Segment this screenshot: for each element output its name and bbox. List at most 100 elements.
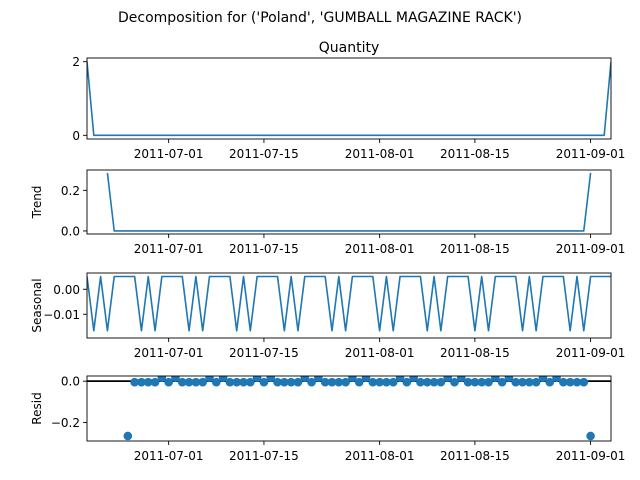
resid-point-16 [232, 377, 242, 387]
resid-point-48 [450, 377, 459, 387]
y-tick-label: 0 [72, 129, 80, 143]
x-tick-label: 2011-07-15 [229, 147, 299, 161]
y-tick-label: 0.00 [53, 283, 80, 297]
x-tick-label: 2011-07-01 [134, 449, 204, 463]
resid-point-22 [273, 377, 282, 387]
resid-point-19 [252, 376, 262, 383]
resid-point-0 [123, 431, 133, 441]
y-tick-label: 0.0 [61, 224, 80, 238]
x-tick-label: 2011-08-15 [440, 346, 510, 360]
x-tick-label: 2011-08-01 [345, 147, 415, 161]
plot-area-seasonal [87, 275, 611, 332]
resid-point-15 [225, 377, 235, 387]
resid-point-12 [205, 376, 214, 383]
resid-point-58 [518, 377, 527, 387]
x-tick-label: 2011-07-15 [229, 346, 299, 360]
resid-point-35 [361, 376, 371, 383]
x-tick-label: 2011-09-01 [556, 346, 626, 360]
resid-point-42 [409, 376, 418, 383]
resid-point-59 [525, 377, 534, 387]
resid-point-66 [572, 377, 582, 387]
resid-point-49 [456, 376, 466, 383]
resid-point-54 [491, 376, 500, 383]
axes-frame-resid [86, 375, 612, 442]
resid-point-23 [280, 377, 289, 387]
panel-title-observed: Quantity [319, 40, 380, 56]
resid-point-3 [143, 377, 153, 387]
resid-point-5 [157, 376, 167, 383]
resid-point-26 [300, 376, 310, 383]
resid-point-18 [246, 377, 255, 387]
resid-point-39 [388, 377, 398, 387]
y-tick-label: 0.2 [61, 184, 80, 198]
resid-point-8 [177, 377, 187, 387]
y-axis-label-trend: Trend [30, 186, 44, 220]
y-axis-label-resid: Resid [30, 392, 44, 424]
x-tick-label: 2011-09-01 [556, 449, 626, 463]
resid-point-28 [314, 376, 323, 383]
resid-point-9 [184, 377, 194, 387]
resid-point-33 [348, 376, 357, 383]
panel-trend: Trend 2011-07-01 2011-07-15 2011-08-01 2011-… [30, 169, 626, 256]
resid-point-37 [375, 377, 384, 387]
plot-area-resid [87, 376, 611, 441]
resid-point-24 [286, 377, 296, 387]
x-tick-label: 2011-09-01 [556, 147, 626, 161]
resid-point-6 [164, 377, 173, 387]
resid-point-47 [443, 376, 452, 383]
resid-point-45 [429, 377, 439, 387]
plot-area-trend [106, 172, 592, 232]
resid-point-38 [382, 377, 391, 387]
x-tick-label: 2011-08-01 [345, 449, 415, 463]
resid-point-7 [171, 376, 180, 383]
panel-resid: Resid 2011-07-01 2011-07-15 2011-08-01 2011-… [30, 375, 626, 463]
series-line-observed [87, 61, 611, 137]
y-axis-label-seasonal: Seasonal [30, 278, 44, 332]
x-tick-label: 2011-07-01 [134, 346, 204, 360]
resid-point-27 [307, 377, 316, 387]
resid-point-61 [538, 376, 548, 383]
resid-point-21 [266, 376, 276, 383]
resid-point-13 [211, 377, 221, 387]
resid-point-64 [559, 377, 568, 387]
resid-point-65 [565, 377, 575, 387]
resid-point-52 [477, 377, 487, 387]
x-tick-label: 2011-08-01 [345, 242, 415, 256]
axes-frame-trend [86, 169, 612, 235]
resid-point-10 [191, 377, 201, 387]
resid-point-43 [416, 377, 425, 387]
x-tick-label: 2011-07-01 [134, 147, 204, 161]
resid-point-25 [293, 377, 303, 387]
x-tick-label: 2011-08-15 [440, 147, 510, 161]
x-tick-label: 2011-07-15 [229, 449, 299, 463]
resid-point-41 [402, 377, 412, 387]
x-tick-label: 2011-08-15 [440, 449, 510, 463]
resid-point-2 [137, 377, 146, 387]
series-line-trend [106, 172, 592, 232]
y-tick-label: −0.01 [43, 308, 80, 322]
resid-point-56 [504, 376, 514, 383]
resid-point-40 [395, 376, 405, 383]
y-tick-label: −0.2 [51, 416, 80, 430]
resid-point-46 [436, 377, 446, 387]
resid-point-31 [334, 377, 344, 387]
resid-point-55 [497, 377, 507, 387]
resid-point-57 [511, 377, 521, 387]
x-tick-label: 2011-08-15 [440, 242, 510, 256]
resid-point-36 [368, 377, 378, 387]
x-tick-label: 2011-09-01 [556, 242, 626, 256]
y-tick-label: 2 [72, 55, 80, 69]
figure-title: Decomposition for ('Poland', 'GUMBALL MA… [118, 10, 522, 26]
resid-point-62 [545, 377, 555, 387]
series-line-seasonal [87, 275, 611, 332]
x-tick-label: 2011-07-15 [229, 242, 299, 256]
resid-point-1 [130, 377, 139, 387]
resid-point-32 [341, 377, 350, 387]
resid-point-4 [150, 377, 160, 387]
resid-point-53 [484, 377, 493, 387]
resid-point-67 [579, 377, 589, 387]
resid-point-50 [463, 377, 473, 387]
axes-frame-observed [86, 57, 612, 140]
resid-point-11 [198, 377, 207, 387]
